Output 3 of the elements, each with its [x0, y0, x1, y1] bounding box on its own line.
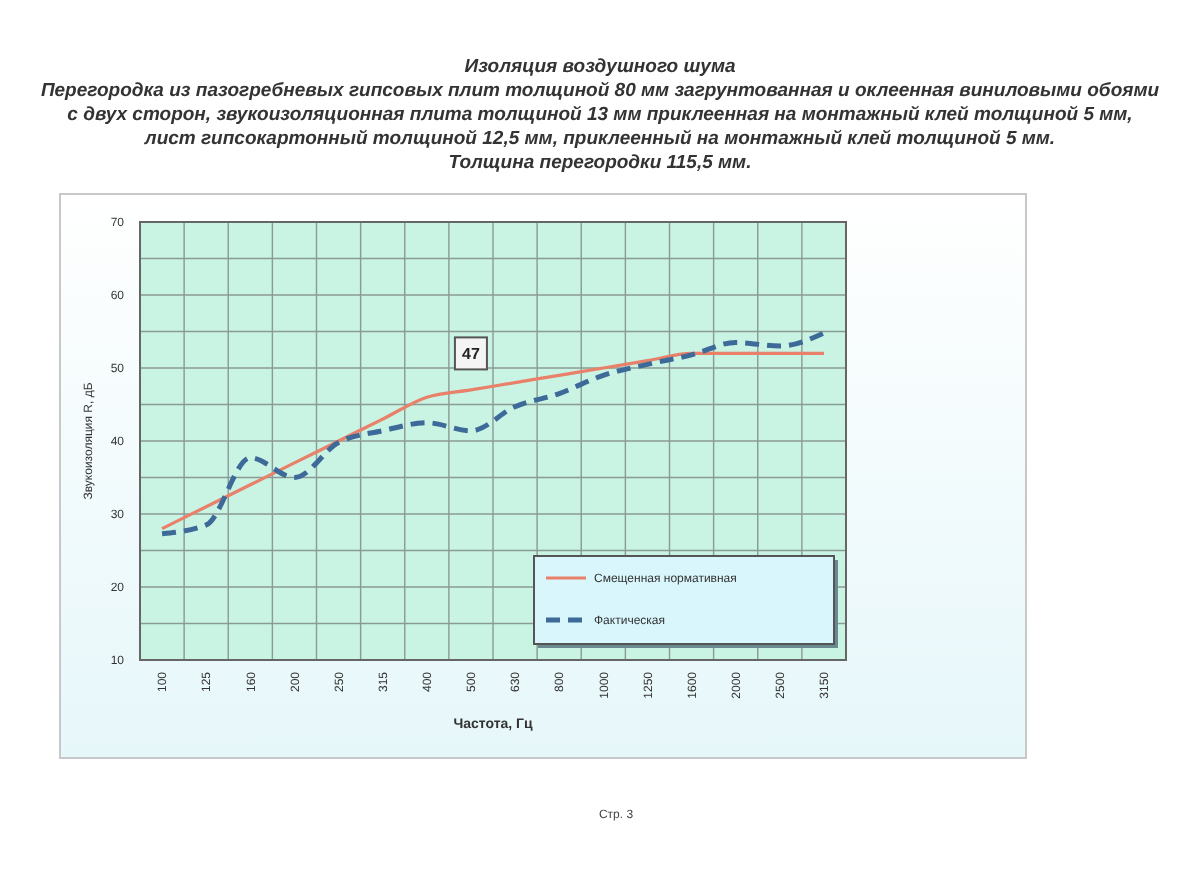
- chart-subtitle: Перегородка из пазогребневых гипсовых плит толщиной 80 мм загрунтованная и оклеенная виниловыми обоями с двух сторон, звукоизоляционная плита толщиной 13 мм приклеенная на монтажный клей толщиной 5 мм, лист гипсокартонный толщиной 12,5 мм, приклеенный на монтажный клей толщиной 5 мм. Толщина перегородки 115,5 мм.: [38, 80, 1162, 176]
- chart-title: Изоляция воздушного шума: [462, 56, 738, 80]
- annotation: 47: [462, 345, 481, 363]
